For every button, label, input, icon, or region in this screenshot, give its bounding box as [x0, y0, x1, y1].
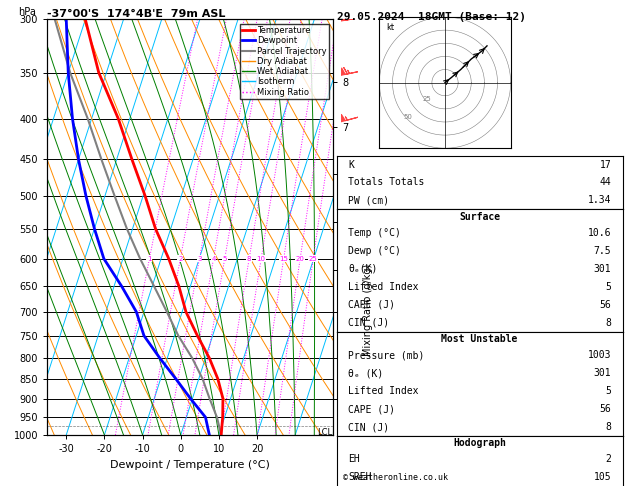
- Text: K: K: [348, 159, 354, 170]
- Text: 5: 5: [605, 282, 611, 292]
- Y-axis label: km
ASL: km ASL: [362, 216, 380, 238]
- Text: 4: 4: [211, 256, 216, 261]
- Text: 5: 5: [223, 256, 227, 261]
- Text: 1003: 1003: [587, 350, 611, 360]
- Text: Totals Totals: Totals Totals: [348, 177, 425, 188]
- Text: 56: 56: [599, 300, 611, 310]
- Text: Mixing Ratio (g/kg): Mixing Ratio (g/kg): [363, 264, 373, 356]
- Text: Lifted Index: Lifted Index: [348, 282, 418, 292]
- Text: © weatheronline.co.uk: © weatheronline.co.uk: [343, 473, 448, 482]
- Text: 10.6: 10.6: [587, 228, 611, 238]
- Text: 2: 2: [605, 454, 611, 465]
- Text: 2: 2: [178, 256, 182, 261]
- Text: 56: 56: [599, 404, 611, 414]
- Text: kt: kt: [386, 23, 394, 32]
- Text: 25: 25: [309, 256, 318, 261]
- Text: -37°00'S  174°4B'E  79m ASL: -37°00'S 174°4B'E 79m ASL: [47, 9, 226, 18]
- Text: 1.34: 1.34: [587, 195, 611, 206]
- Text: 29.05.2024  18GMT (Base: 12): 29.05.2024 18GMT (Base: 12): [337, 12, 525, 22]
- Text: LCL: LCL: [317, 428, 332, 437]
- Text: 17: 17: [599, 159, 611, 170]
- Text: 8: 8: [605, 422, 611, 432]
- Text: 15: 15: [279, 256, 288, 261]
- Text: Dewp (°C): Dewp (°C): [348, 246, 401, 256]
- Text: CAPE (J): CAPE (J): [348, 300, 395, 310]
- Text: PW (cm): PW (cm): [348, 195, 389, 206]
- Text: Surface: Surface: [459, 212, 500, 222]
- X-axis label: Dewpoint / Temperature (°C): Dewpoint / Temperature (°C): [110, 460, 270, 469]
- Text: 50: 50: [404, 114, 413, 121]
- Text: 301: 301: [594, 368, 611, 378]
- Text: 5: 5: [605, 386, 611, 396]
- Text: 1: 1: [147, 256, 152, 261]
- Text: Most Unstable: Most Unstable: [442, 334, 518, 344]
- Text: 8: 8: [605, 318, 611, 328]
- Text: CAPE (J): CAPE (J): [348, 404, 395, 414]
- Text: Pressure (mb): Pressure (mb): [348, 350, 425, 360]
- Text: Lifted Index: Lifted Index: [348, 386, 418, 396]
- Text: 3: 3: [198, 256, 202, 261]
- Text: EH: EH: [348, 454, 360, 465]
- Text: 301: 301: [594, 264, 611, 274]
- Text: hPa: hPa: [18, 7, 36, 17]
- Text: Hodograph: Hodograph: [453, 438, 506, 448]
- Text: 44: 44: [599, 177, 611, 188]
- Text: Temp (°C): Temp (°C): [348, 228, 401, 238]
- Text: 7.5: 7.5: [594, 246, 611, 256]
- Text: 10: 10: [257, 256, 265, 261]
- Legend: Temperature, Dewpoint, Parcel Trajectory, Dry Adiabat, Wet Adiabat, Isotherm, Mi: Temperature, Dewpoint, Parcel Trajectory…: [240, 24, 329, 99]
- Text: 105: 105: [594, 472, 611, 483]
- Text: 20: 20: [296, 256, 304, 261]
- Text: SREH: SREH: [348, 472, 372, 483]
- Text: 8: 8: [247, 256, 252, 261]
- Text: θₑ (K): θₑ (K): [348, 368, 383, 378]
- Text: 25: 25: [422, 96, 431, 102]
- Text: CIN (J): CIN (J): [348, 422, 389, 432]
- Text: CIN (J): CIN (J): [348, 318, 389, 328]
- Text: θₑ(K): θₑ(K): [348, 264, 377, 274]
